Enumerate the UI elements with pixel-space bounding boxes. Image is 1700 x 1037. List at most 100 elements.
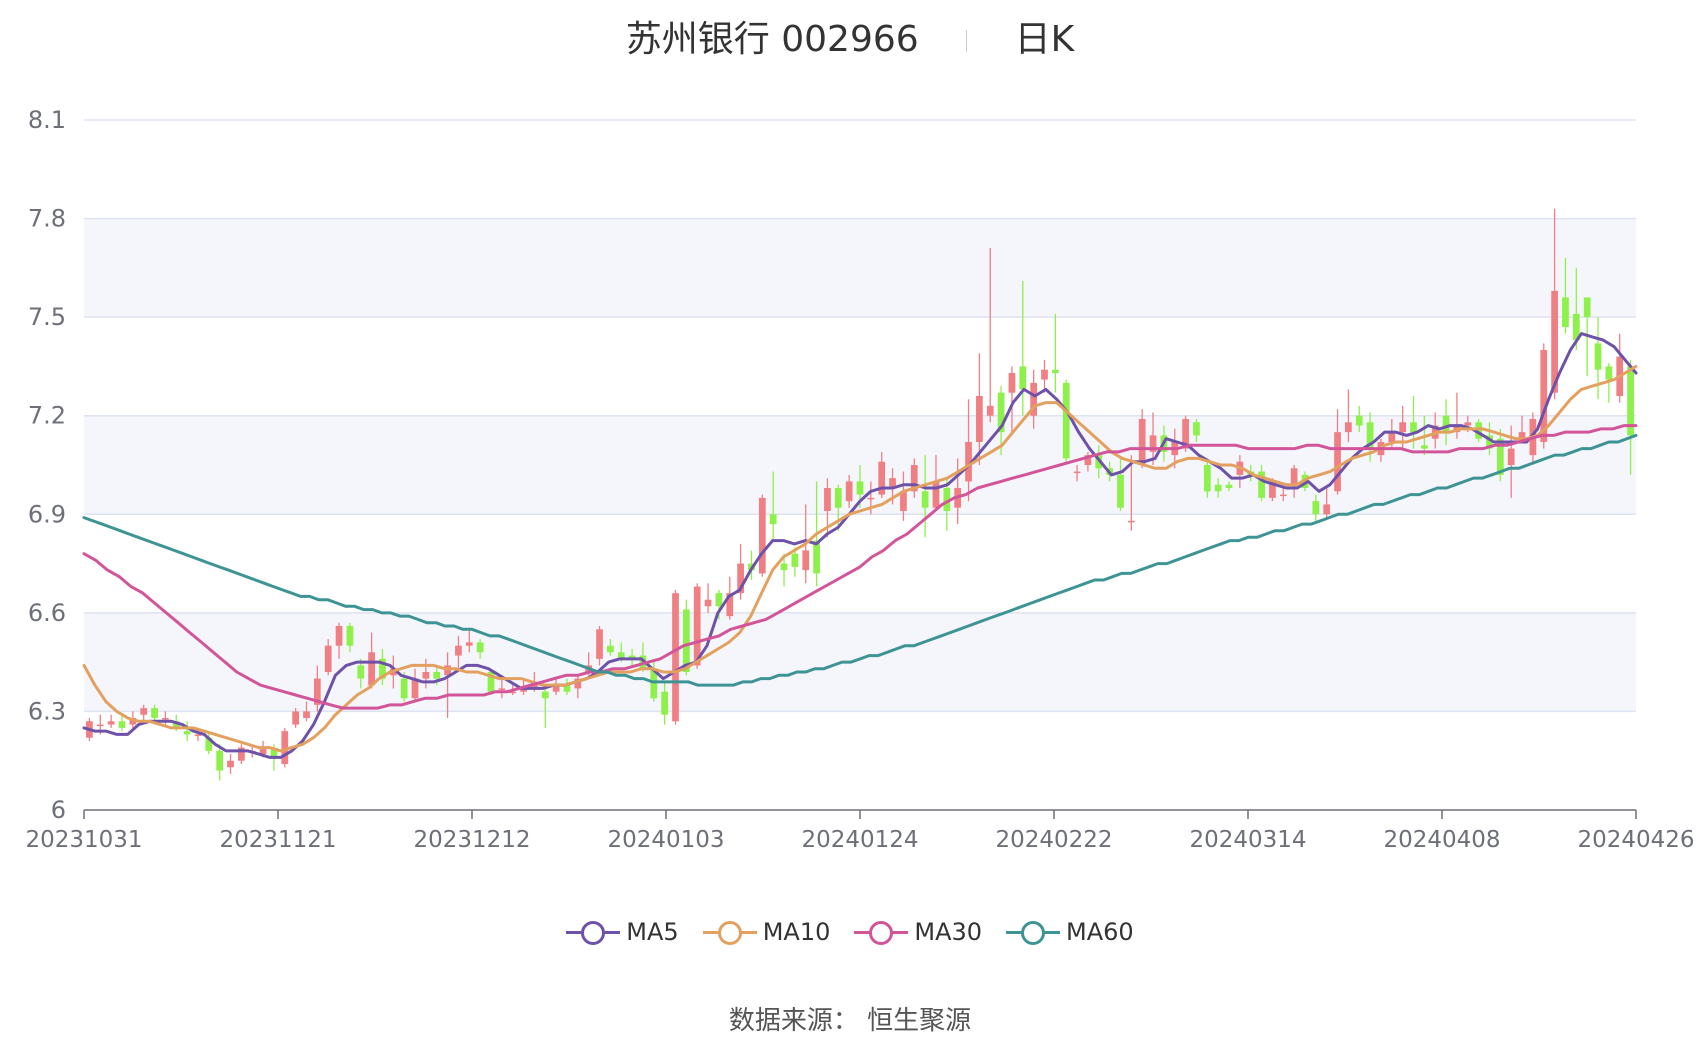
legend-label: MA5 [626, 918, 679, 946]
candle-body [1594, 343, 1602, 370]
candle-body [802, 550, 810, 571]
candle-body [1030, 382, 1038, 416]
candle-body [1507, 448, 1515, 465]
candle-body [1388, 432, 1396, 442]
series-line-ma60 [82, 433, 1638, 687]
candle-body [965, 442, 972, 482]
y-tick-label: 6 [51, 796, 66, 824]
candle-body [628, 655, 636, 659]
x-tick-label: 20240103 [607, 827, 724, 853]
candle-body [292, 711, 300, 725]
chart-legend: MA5 MA10 MA30 MA60 [0, 918, 1700, 951]
candle-body [932, 481, 940, 508]
candle-body [1269, 481, 1276, 498]
candle-body [433, 672, 441, 679]
candle-body [1279, 494, 1287, 497]
grid-band [84, 218, 1636, 318]
candle-body [1518, 432, 1526, 439]
legend-label: MA60 [1066, 918, 1134, 946]
candle-body [368, 652, 375, 686]
candle-body [498, 688, 506, 690]
legend-marker-icon [854, 919, 909, 945]
grid-band [84, 612, 1636, 712]
candle-body [541, 691, 549, 699]
candle-body [422, 672, 430, 679]
candle-body [769, 514, 777, 525]
candle-body [607, 645, 614, 653]
candle-body [1366, 422, 1374, 449]
legend-item-ma30[interactable]: MA30 [854, 918, 982, 946]
candle-body [650, 668, 658, 699]
candle-body [1540, 350, 1548, 442]
candle-body [1486, 435, 1493, 449]
candle-body [1420, 445, 1428, 449]
y-tick-label: 6.9 [28, 500, 66, 528]
candle-body [259, 747, 267, 755]
candle-body [813, 540, 820, 574]
x-tick-label: 20231121 [219, 827, 336, 853]
candle-body [780, 563, 788, 571]
candle-body [791, 553, 799, 567]
candle-body [976, 396, 983, 442]
candle-body [140, 708, 148, 715]
candle-body [1627, 366, 1634, 436]
candle-body [162, 718, 169, 720]
candle-body [1084, 455, 1092, 465]
candle-body [1551, 290, 1558, 393]
candle-body [1051, 369, 1059, 373]
candle-body [194, 734, 202, 736]
x-tick-label: 20240408 [1383, 827, 1500, 853]
legend-marker-icon [702, 919, 757, 945]
candle-body [921, 491, 929, 508]
candle-body [346, 626, 354, 646]
candle-body [704, 599, 712, 607]
candle-body [1605, 366, 1613, 380]
candle-body [96, 724, 104, 727]
legend-item-ma60[interactable]: MA60 [1006, 918, 1134, 946]
y-tick-label: 7.5 [28, 303, 66, 331]
candle-body [574, 678, 582, 689]
candle-body [1019, 366, 1027, 390]
candle-body [617, 652, 625, 659]
title-separator [966, 30, 968, 52]
candle-body [411, 678, 419, 699]
candle-body [1475, 422, 1482, 439]
candle-body [1127, 520, 1135, 523]
candle-body [270, 747, 278, 758]
legend-item-ma10[interactable]: MA10 [702, 918, 830, 946]
candle-body [1193, 422, 1200, 436]
legend-item-ma5[interactable]: MA5 [566, 918, 679, 946]
candle-body [986, 405, 994, 416]
candle-body [824, 488, 831, 511]
x-tick-label: 20231031 [25, 827, 142, 853]
candle-body [1008, 373, 1016, 393]
candle-body [1138, 419, 1146, 465]
candle-body [856, 481, 864, 495]
candle-body [313, 678, 321, 705]
candle-body [1214, 484, 1222, 492]
chart-title-name: 苏州银行 002966 [625, 19, 919, 60]
candle-body [1334, 432, 1341, 492]
y-tick-label: 6.6 [28, 599, 66, 627]
x-tick-label: 20240314 [1189, 827, 1306, 853]
candle-body [357, 665, 365, 679]
candle-body [889, 478, 896, 488]
candle-body [672, 593, 679, 722]
candle-body [1203, 465, 1211, 492]
candle-body [227, 760, 234, 768]
candle-body [997, 392, 1005, 433]
candle-body [943, 488, 951, 511]
candle-body [1312, 501, 1320, 515]
candle-body [151, 708, 158, 718]
candle-body [335, 626, 343, 646]
y-tick-label: 7.8 [28, 205, 66, 233]
candle-body [107, 721, 115, 725]
candle-body [552, 685, 560, 692]
candle-body [1442, 415, 1450, 433]
candle-body [682, 609, 690, 672]
candle-body [400, 678, 408, 699]
candle-body [1117, 474, 1124, 508]
series-line-ma30 [82, 424, 1638, 710]
candle-body [303, 711, 310, 718]
